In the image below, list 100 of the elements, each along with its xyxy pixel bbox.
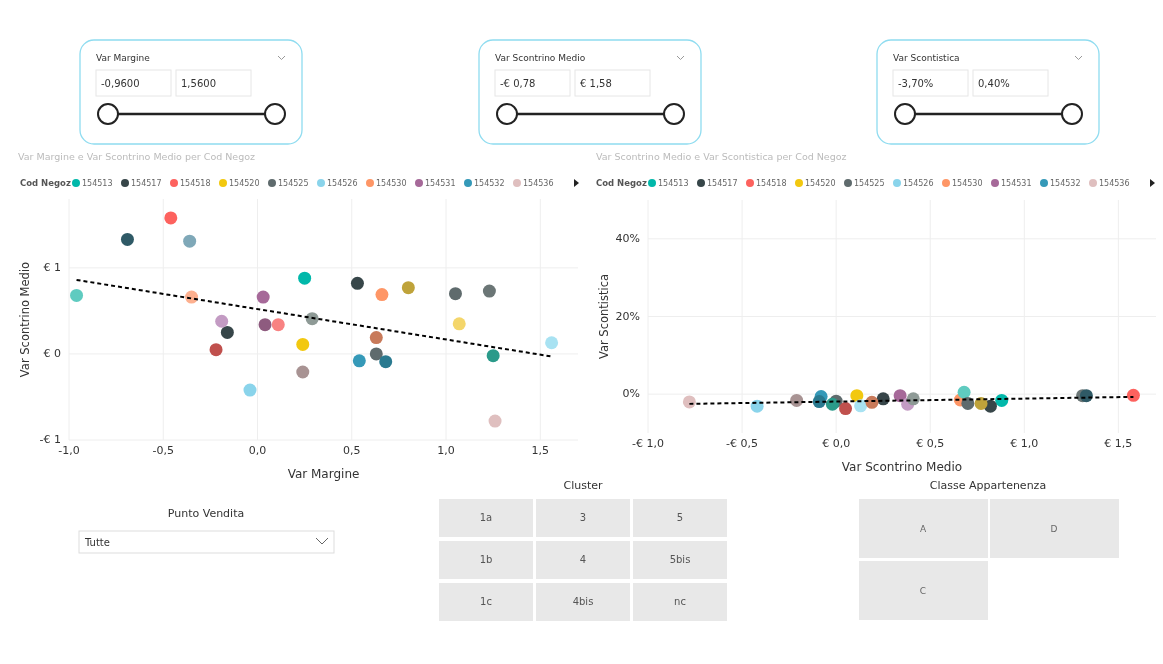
x-tick-label: 0,5 xyxy=(343,444,361,457)
y-tick-label: 0% xyxy=(622,387,640,401)
point xyxy=(209,343,223,357)
text: Var Scontrino Medio xyxy=(495,52,586,63)
y-axis-title: Var Scontrino Medio xyxy=(18,261,32,378)
legend-label: 154536 xyxy=(523,178,554,188)
x-tick-label: -€ 1,0 xyxy=(632,437,664,450)
point xyxy=(957,385,971,399)
point xyxy=(974,396,988,410)
chart-title: Var Scontrino Medio e Var Scontistica per Cod Negoz xyxy=(596,151,847,162)
x-tick-label: 0,0 xyxy=(248,444,267,457)
point xyxy=(1126,388,1140,402)
point xyxy=(296,365,310,379)
point xyxy=(350,276,364,290)
text: 4bis xyxy=(572,596,594,607)
legend-label: 154520 xyxy=(805,178,836,188)
point xyxy=(298,271,312,285)
y-tick-label: -€ 1 xyxy=(39,433,61,446)
point xyxy=(258,318,272,332)
y-tick-label: 20% xyxy=(615,309,640,323)
legend-label: 154530 xyxy=(376,178,407,188)
text: 5bis xyxy=(669,554,691,565)
legend-label: 154532 xyxy=(1050,178,1081,188)
point xyxy=(482,284,496,298)
point xyxy=(352,354,366,368)
point xyxy=(452,317,466,331)
legend-label: 154517 xyxy=(707,178,738,188)
x-tick-label: -0,5 xyxy=(152,444,174,457)
legend-label: 154526 xyxy=(327,178,358,188)
legend-label: 154531 xyxy=(1001,178,1032,188)
text: 0,40% xyxy=(978,78,1010,89)
text: 1c xyxy=(480,596,492,607)
x-tick-label: -1,0 xyxy=(58,444,80,457)
x-tick-label: -€ 0,5 xyxy=(726,437,759,450)
text: D xyxy=(1050,523,1058,534)
point xyxy=(545,336,559,350)
point xyxy=(369,347,383,361)
point xyxy=(375,288,389,302)
point xyxy=(220,325,234,339)
text: A xyxy=(919,523,927,534)
text: Punto Vendita xyxy=(167,507,245,520)
text: 3 xyxy=(579,512,587,523)
legend-label: 154525 xyxy=(278,178,309,188)
x-tick-label: € 0,0 xyxy=(822,437,851,450)
y-tick-label: € 0 xyxy=(43,346,61,360)
text: € 1,58 xyxy=(580,78,612,89)
point xyxy=(850,389,864,403)
x-axis-title: Var Scontrino Medio xyxy=(841,460,963,474)
legend-label: 154513 xyxy=(82,178,113,188)
text: Var Scontistica xyxy=(893,52,960,63)
point xyxy=(215,314,229,328)
point xyxy=(271,318,285,332)
y-axis-title: Var Scontistica xyxy=(597,273,611,360)
legend-label: 154536 xyxy=(1099,178,1130,188)
y-tick-label: € 1 xyxy=(43,260,61,274)
point xyxy=(448,287,462,301)
legend-label: 154525 xyxy=(854,178,885,188)
point xyxy=(401,281,415,295)
legend-label: 154517 xyxy=(131,178,162,188)
text: 1b xyxy=(479,554,493,565)
legend-title: Cod Negoz xyxy=(596,177,647,188)
text: -€ 0,78 xyxy=(500,78,536,89)
chart-title: Var Margine e Var Scontrino Medio per Cod Negoz xyxy=(18,151,256,162)
text: C xyxy=(919,585,927,596)
point xyxy=(682,395,696,409)
point xyxy=(369,331,383,345)
point xyxy=(243,383,257,397)
legend-label: 154531 xyxy=(425,178,456,188)
text: Classe Appartenenza xyxy=(929,479,1047,492)
text: Var Margine xyxy=(96,52,151,63)
point xyxy=(164,211,178,225)
point xyxy=(486,349,500,363)
point xyxy=(256,290,270,304)
legend-label: 154526 xyxy=(903,178,934,188)
legend-label: 154530 xyxy=(952,178,983,188)
legend-title: Cod Negoz xyxy=(20,177,71,188)
point xyxy=(70,288,84,302)
x-tick-label: € 0,5 xyxy=(916,437,945,450)
point xyxy=(488,414,502,428)
x-axis-title: Var Margine xyxy=(287,467,360,481)
text: nc xyxy=(674,596,686,607)
legend-label: 154518 xyxy=(180,178,211,188)
legend-label: 154532 xyxy=(474,178,505,188)
legend-label: 154518 xyxy=(756,178,787,188)
x-tick-label: 1,5 xyxy=(531,444,550,457)
text: Cluster xyxy=(563,479,603,492)
text: 1a xyxy=(479,512,493,523)
x-tick-label: € 1,5 xyxy=(1104,437,1133,450)
legend-label: 154513 xyxy=(658,178,689,188)
x-tick-label: € 1,0 xyxy=(1010,437,1039,450)
point xyxy=(839,402,853,416)
text: 1,5600 xyxy=(181,78,216,89)
point xyxy=(296,337,310,351)
text: 4 xyxy=(579,554,587,565)
legend-label: 154520 xyxy=(229,178,260,188)
text: 5 xyxy=(676,512,684,523)
text: Tutte xyxy=(84,537,110,548)
point xyxy=(379,355,393,369)
x-tick-label: 1,0 xyxy=(437,444,455,457)
text: -0,9600 xyxy=(101,78,140,89)
